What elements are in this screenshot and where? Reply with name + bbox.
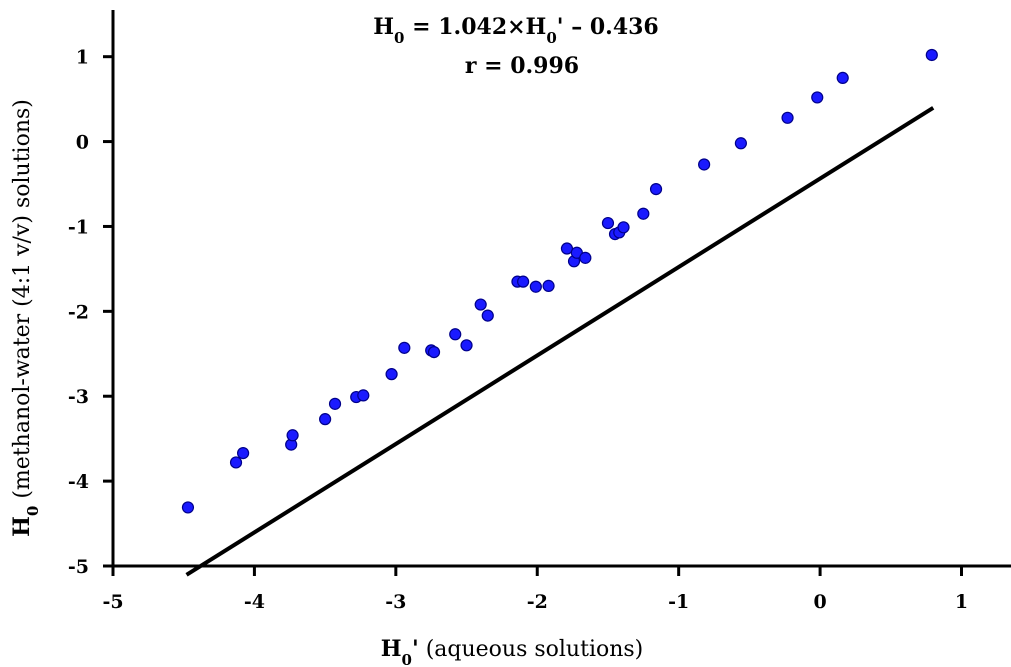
data-point-9 (385, 368, 398, 381)
x-tick-label-3: -2 (527, 591, 548, 613)
fit-line (185, 106, 935, 577)
y-tick-label-4: -1 (68, 216, 89, 238)
data-point-31 (698, 158, 711, 171)
ticks: -5 -4 -3 -2 -1 0 1 -5 -4 -3 -2 -1 0 1 (68, 47, 968, 613)
data-point-20 (542, 279, 555, 292)
x-axis-title: H0' (aqueous solutions) (381, 636, 644, 667)
data-points (181, 48, 938, 514)
y-tick-label-5: 0 (76, 132, 89, 154)
data-point-34 (811, 91, 824, 104)
data-point-19 (529, 280, 542, 293)
x-tick-label-1: -4 (244, 591, 265, 613)
data-point-30 (649, 183, 663, 196)
data-point-6 (328, 397, 342, 410)
data-point-12 (427, 345, 441, 359)
y-tick-label-1: -4 (68, 471, 89, 493)
data-point-0 (181, 501, 195, 514)
x-tick-label-4: -1 (668, 591, 689, 613)
x-tick-label-0: -5 (102, 591, 123, 613)
data-point-16 (481, 309, 494, 322)
data-point-29 (637, 207, 650, 220)
data-point-8 (357, 389, 370, 402)
data-point-28 (617, 221, 630, 234)
data-point-4 (286, 429, 299, 442)
data-point-25 (601, 216, 615, 230)
data-point-21 (560, 242, 574, 255)
data-point-36 (925, 48, 938, 62)
data-point-35 (836, 71, 849, 85)
data-point-33 (781, 111, 794, 124)
y-axis-title: H0 (methanol-water (4:1 v/v) solutions) (9, 99, 42, 537)
correlation-annotation: r = 0.996 (465, 53, 579, 79)
data-point-15 (474, 298, 487, 311)
equation-annotation: H0 = 1.042×H0' – 0.436 (373, 14, 659, 47)
x-tick-label-6: 1 (955, 591, 968, 613)
data-point-5 (319, 413, 332, 426)
data-point-14 (460, 339, 473, 352)
y-tick-label-0: -5 (68, 556, 89, 578)
axes (111, 10, 1011, 568)
data-point-2 (237, 447, 250, 460)
x-tick-label-5: 0 (813, 591, 826, 613)
data-point-10 (398, 341, 411, 354)
x-tick-label-2: -3 (385, 591, 406, 613)
data-point-24 (579, 251, 592, 264)
y-tick-label-6: 1 (76, 47, 89, 69)
data-point-32 (734, 137, 747, 150)
fit-line-layer (185, 106, 935, 577)
data-point-13 (449, 328, 462, 341)
data-point-1 (229, 456, 243, 469)
data-point-18 (517, 275, 530, 288)
y-tick-label-3: -2 (68, 301, 89, 323)
y-tick-label-2: -3 (68, 386, 89, 408)
